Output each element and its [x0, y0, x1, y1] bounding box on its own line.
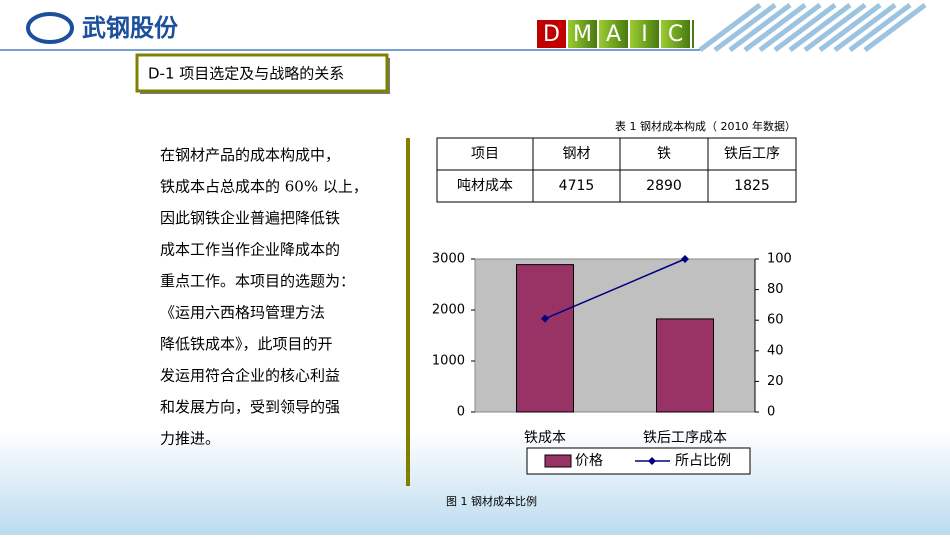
- paragraph-line: 发运用符合企业的核心利益: [160, 367, 340, 385]
- x-tick-label: 铁成本: [524, 430, 566, 446]
- x-tick-label: 铁后工序成本: [643, 430, 727, 446]
- line-marker: [681, 255, 689, 263]
- dmaic-letter: C: [668, 22, 683, 47]
- table-cell: 铁后工序: [724, 146, 780, 162]
- paragraph-line: 重点工作。本项目的选题为：: [160, 272, 355, 290]
- section-title: D-1 项目选定及与战略的关系: [148, 65, 344, 83]
- table-caption: 表 1 钢材成本构成（ 2010 年数据）: [615, 119, 796, 133]
- y-tick-label: 0: [457, 405, 465, 420]
- logo-text: 武钢股份: [82, 14, 179, 42]
- y2-tick-label: 80: [767, 282, 784, 297]
- dmaic-box: [568, 20, 597, 48]
- table-cell: 2890: [646, 178, 682, 194]
- dmaic-letter: M: [573, 22, 592, 47]
- dmaic-box: [661, 20, 690, 48]
- line-marker: [541, 314, 549, 323]
- y2-tick-label: 100: [767, 252, 792, 267]
- paragraph-line: 在钢材产品的成本构成中，: [160, 146, 340, 164]
- bar: [656, 318, 714, 413]
- paragraph-line: 降低铁成本》，此项目的开: [160, 335, 333, 353]
- dmaic-box: [537, 20, 566, 48]
- table-cell: 4715: [559, 178, 595, 194]
- y-tick-label: 1000: [432, 354, 465, 369]
- bar: [516, 264, 574, 413]
- table-cell: 吨材成本: [457, 178, 513, 194]
- dmaic-box: [692, 20, 694, 48]
- line-series: [544, 258, 686, 320]
- paragraph-line: 和发展方向，受到领导的强: [160, 398, 340, 416]
- logo-icon: [26, 12, 74, 44]
- dmaic-letter: D: [543, 22, 560, 47]
- dmaic-box: [599, 20, 628, 48]
- legend-swatch: [544, 454, 572, 468]
- paragraph-line: 《运用六西格玛管理方法: [160, 304, 325, 322]
- table-cell: 钢材: [563, 146, 591, 162]
- dmaic-letter: I: [641, 22, 648, 47]
- legend-marker: [648, 457, 656, 465]
- legend-label: 所占比例: [675, 453, 731, 469]
- y-tick-label: 3000: [432, 252, 465, 267]
- bottom-decoration: [0, 430, 950, 535]
- dmaic-letter: A: [606, 22, 621, 47]
- figure-caption: 图 1 钢材成本比例: [446, 494, 537, 508]
- y2-tick-label: 40: [767, 343, 784, 358]
- y2-tick-label: 60: [767, 313, 784, 328]
- paragraph-line: 因此钢铁企业普遍把降低铁: [160, 209, 340, 227]
- dmaic-box: [630, 20, 659, 48]
- paragraph-line: 成本工作当作企业降成本的: [160, 241, 340, 259]
- legend-label: 价格: [575, 453, 603, 469]
- paragraph-line: 力推进。: [160, 430, 220, 448]
- y-tick-label: 2000: [432, 303, 465, 318]
- table-cell: 铁: [657, 146, 671, 162]
- table-cell: 1825: [734, 178, 770, 194]
- table-cell: 项目: [471, 146, 499, 162]
- paragraph-line: 铁成本占总成本的 60% 以上，: [160, 178, 368, 196]
- y2-tick-label: 20: [767, 374, 784, 389]
- y2-tick-label: 0: [767, 405, 775, 420]
- title-box: [135, 53, 389, 93]
- header-stripes: [698, 3, 927, 52]
